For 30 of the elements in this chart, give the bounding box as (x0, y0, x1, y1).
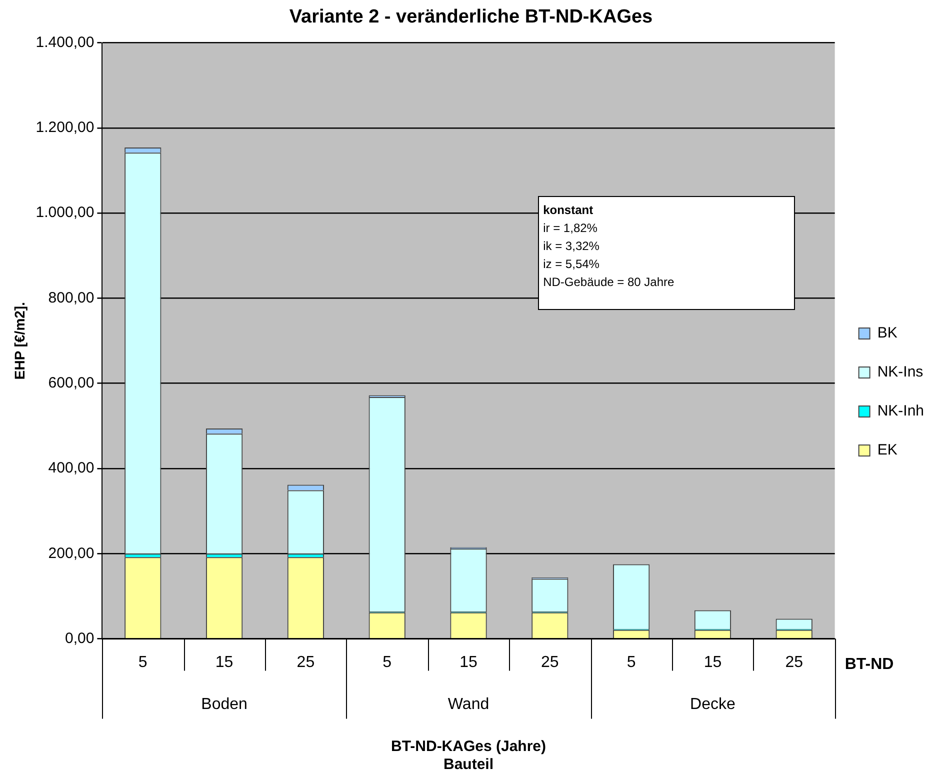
legend-label: BK (877, 324, 898, 342)
y-tick-label: 1.000,00 (36, 204, 94, 222)
x-tick-label: 5 (138, 654, 148, 671)
x-tick-label: 15 (704, 654, 722, 671)
x-tick-label: 25 (296, 654, 315, 671)
legend-label: NK-Inh (877, 402, 924, 420)
text: Wand (448, 696, 490, 714)
legend-label: EK (877, 442, 898, 459)
note-box: konstant ir = 1,82% ik = 3,32% iz = 5,54% ND-Gebäude = 80 Jahre (538, 196, 796, 310)
x-tick-label: 5 (382, 654, 392, 671)
x-tick-label: 5 (626, 654, 636, 671)
y-tick-label: 200,00 (48, 544, 94, 562)
x-axis-title: BT-ND-KAGes (Jahre) Bauteil (390, 738, 546, 774)
x-tick-label: 15 (215, 654, 234, 671)
y-axis-title: EHP [€/m2]. (11, 302, 28, 380)
text: Boden (201, 696, 248, 714)
text: BT-ND (844, 656, 894, 674)
x-tick-label: 25 (541, 654, 559, 671)
chart-title: Variante 2 - veränderliche BT-ND-KAGes (289, 6, 653, 28)
y-tick-label: 800,00 (48, 289, 94, 306)
x-tick-label: 25 (785, 654, 804, 671)
annotation: konstant ir = 1,82% ik = 3,32% iz = 5,54% ND-Gebäude = 80 Jahre (543, 202, 676, 292)
y-tick-label: 1.200,00 (36, 119, 94, 136)
text: Decke (690, 696, 736, 714)
y-tick-label: 600,00 (48, 374, 94, 392)
y-tick-label: 1.400,00 (36, 34, 94, 51)
legend-label: NK-Ins (877, 364, 924, 381)
x-tick-label: 15 (460, 654, 478, 671)
y-tick-label: 400,00 (48, 460, 94, 477)
y-tick-label: 0,00 (64, 630, 94, 647)
